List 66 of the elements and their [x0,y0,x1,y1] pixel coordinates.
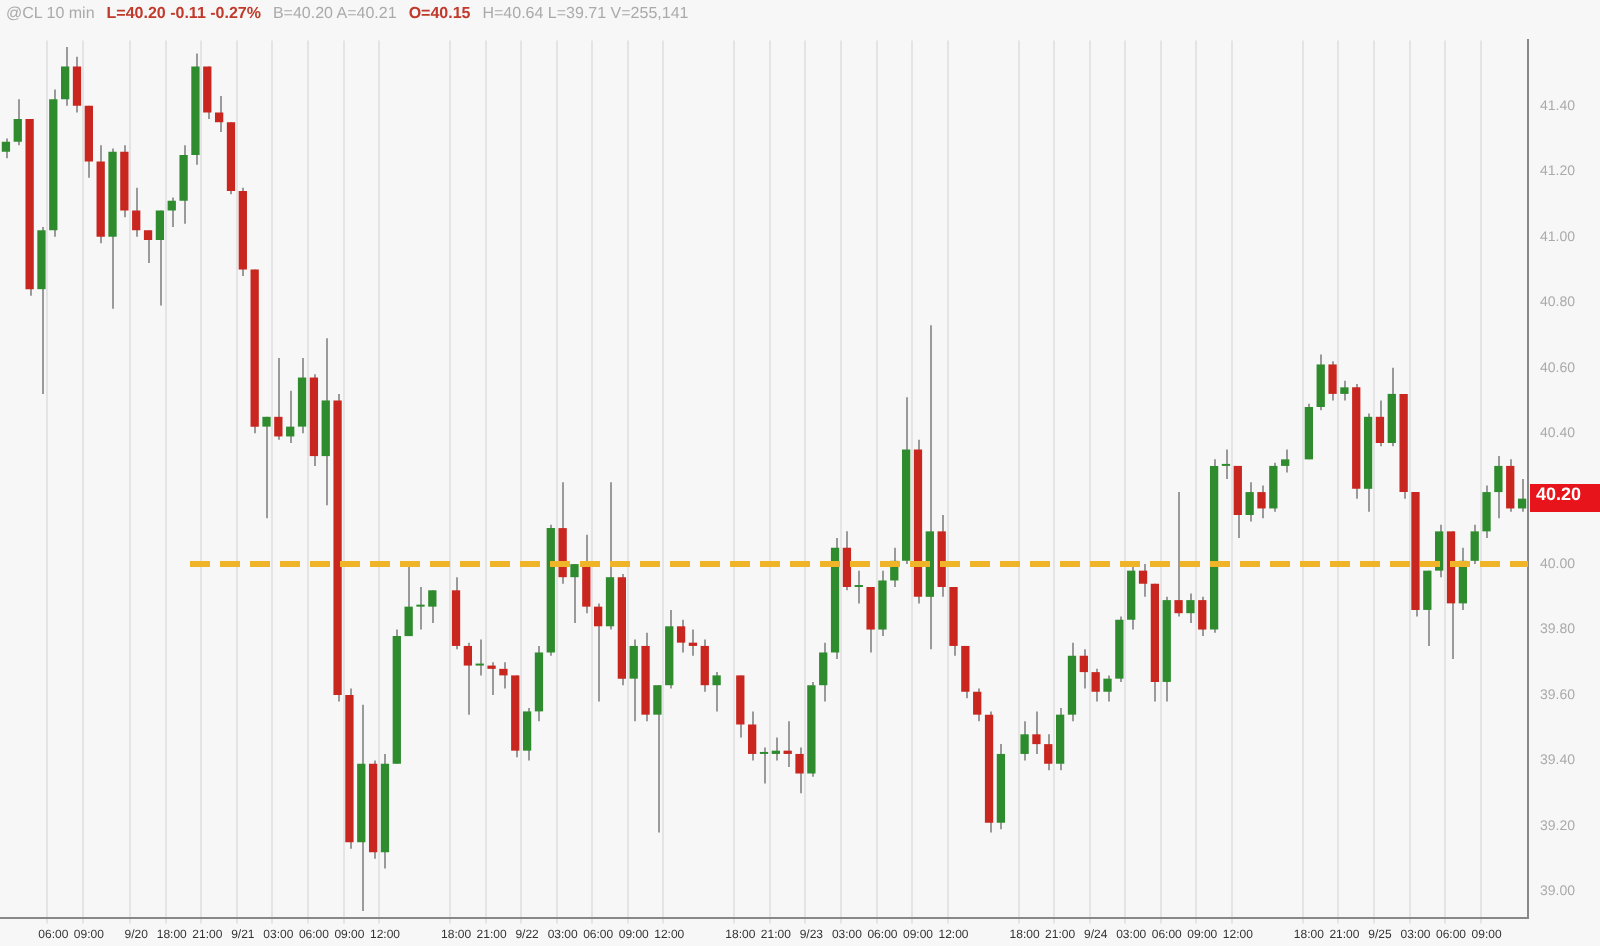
candlestick [1198,595,1207,638]
candlestick [961,644,970,700]
candlestick [582,533,591,615]
candlestick [1221,448,1231,480]
candlestick [748,710,757,762]
candlestick [1174,491,1183,618]
candlestick [1375,399,1385,448]
candlestick [499,661,508,690]
candlestick [203,65,212,120]
candlestick [1494,455,1503,520]
candlestick [1482,484,1491,539]
candlestick [1506,458,1515,513]
candlestick [61,45,70,107]
candlestick [1257,484,1266,520]
candlestick [973,687,982,723]
candlestick [72,55,82,114]
candlestick [842,530,852,592]
candlestick [1245,481,1254,523]
candlestick [653,684,662,834]
candlestick [475,638,484,677]
candlestick [594,602,603,703]
candlestick [143,229,153,264]
text: B=40.20 A=40.21 [272,4,397,22]
candlestick [1079,648,1088,690]
candlestick [214,95,224,134]
candlestick [167,196,176,228]
candlestick [1020,720,1029,762]
candlestick [1340,379,1349,402]
candlestick [712,671,721,713]
candlestick [1138,563,1148,598]
text: 40.20 [1530,484,1600,513]
candlestick [1470,523,1479,566]
candlestick [155,209,165,307]
candlestick [629,638,638,723]
candlestick [1044,733,1053,772]
candlestick [404,563,413,638]
text: H=40.64 L=39.71 V=255,141 [482,4,689,22]
candlestick [262,415,271,520]
candlestick [274,356,283,441]
candlestick [1103,674,1112,703]
candlestick [179,144,188,225]
candlestick [866,586,875,654]
candlestick [1281,448,1290,474]
candlestick [819,641,828,703]
text: @CL 10 min [6,4,95,22]
candlestick [1,137,11,160]
candlestick [13,98,22,147]
candlestick [570,563,579,625]
candlestick [1091,667,1100,703]
text: O=40.15 [408,4,471,22]
candlestick [1328,360,1337,402]
candlestick [1316,353,1325,412]
candlestick [676,618,686,654]
candlestick [759,746,769,785]
candlestick [522,707,532,762]
candlestick [795,746,804,795]
candlestick [854,569,863,605]
candlestick [132,186,141,238]
text: L=40.20 -0.11 -0.27% [106,4,261,22]
candlestick [487,661,496,697]
candlestick [1032,710,1041,755]
candlestick [1423,569,1432,647]
candlestick [700,638,709,693]
candlestick [1269,461,1278,513]
candlestick [1186,592,1195,625]
candlestick [463,641,473,716]
